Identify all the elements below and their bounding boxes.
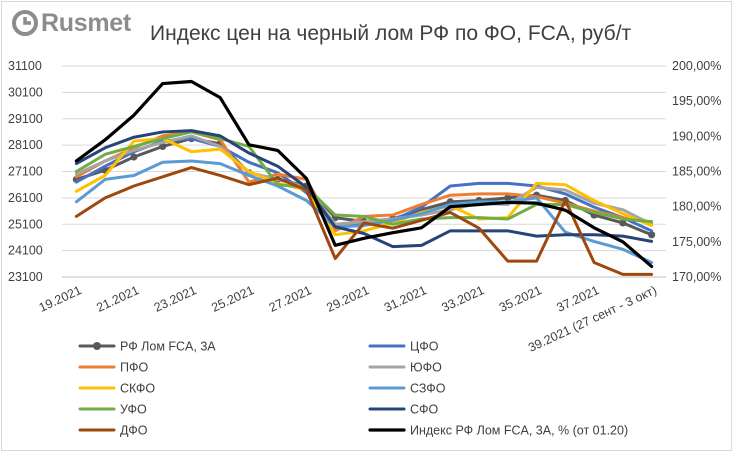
x-tick-label: 27.2021: [267, 283, 314, 315]
y-right-tick-label: 175,00%: [672, 235, 721, 249]
series-point-0: [159, 142, 167, 151]
y-right-tick-label: 170,00%: [672, 270, 721, 284]
legend-label-4: СКФО: [120, 382, 155, 396]
y-left-tick-label: 23100: [8, 270, 43, 284]
legend-label-8: ДФО: [120, 424, 148, 438]
x-tick-label: 23.2021: [152, 283, 199, 315]
brand-name: Rusmet: [41, 8, 131, 37]
series-point-0: [619, 219, 627, 227]
x-tick-label: 21.2021: [94, 283, 141, 315]
y-left-tick-label: 26100: [8, 191, 43, 205]
x-tick-label: 19.2021: [37, 283, 84, 315]
x-tick-label: 31.2021: [382, 283, 429, 315]
rusmet-logo-icon: [12, 10, 38, 36]
series-line-8: [74, 166, 654, 276]
x-tick-label: 29.2021: [324, 283, 371, 315]
y-right-tick-label: 200,00%: [672, 59, 721, 73]
x-tick-label: 33.2021: [439, 283, 486, 315]
y-left-tick-label: 24100: [8, 244, 43, 258]
y-left-tick-label: 28100: [8, 138, 43, 152]
y-right-tick-label: 195,00%: [672, 94, 721, 108]
legend-label-0: РФ Лом FCA, 3A: [120, 340, 216, 354]
chart-title: Индекс цен на черный лом РФ по ФО, FCA, …: [150, 22, 632, 45]
series-line-4: [74, 137, 654, 237]
y-left-tick-label: 31100: [8, 59, 42, 73]
x-tick-label: 35.2021: [497, 283, 544, 315]
legend-label-3: ЮФО: [410, 361, 442, 375]
legend-label-5: СЗФО: [410, 382, 446, 396]
y-left-tick-label: 30100: [8, 85, 43, 99]
legend-label-9: Индекс РФ Лом FCA, 3A, % (от 01.20): [410, 424, 628, 438]
y-left-tick-label: 27100: [8, 165, 43, 179]
series-line-9: [74, 79, 654, 269]
legend-label-1: ЦФО: [410, 340, 439, 354]
brand-logo: Rusmet: [12, 6, 131, 40]
series-point-0: [130, 153, 138, 161]
legend-label-2: ПФО: [120, 361, 148, 375]
series-point-0: [504, 194, 512, 202]
y-right-tick-label: 190,00%: [672, 129, 721, 143]
y-right-tick-label: 185,00%: [672, 165, 721, 179]
y-left-tick-label: 25100: [8, 217, 43, 231]
x-tick-label: 25.2021: [209, 283, 256, 315]
series-line-6: [74, 130, 654, 226]
series-point-0: [648, 231, 656, 239]
legend-marker-0: [93, 342, 101, 350]
y-right-tick-label: 180,00%: [672, 200, 721, 214]
legend-label-7: СФО: [410, 403, 439, 417]
series-line-7: [74, 129, 654, 249]
legend-label-6: УФО: [120, 403, 147, 417]
y-left-tick-label: 29100: [8, 112, 43, 126]
